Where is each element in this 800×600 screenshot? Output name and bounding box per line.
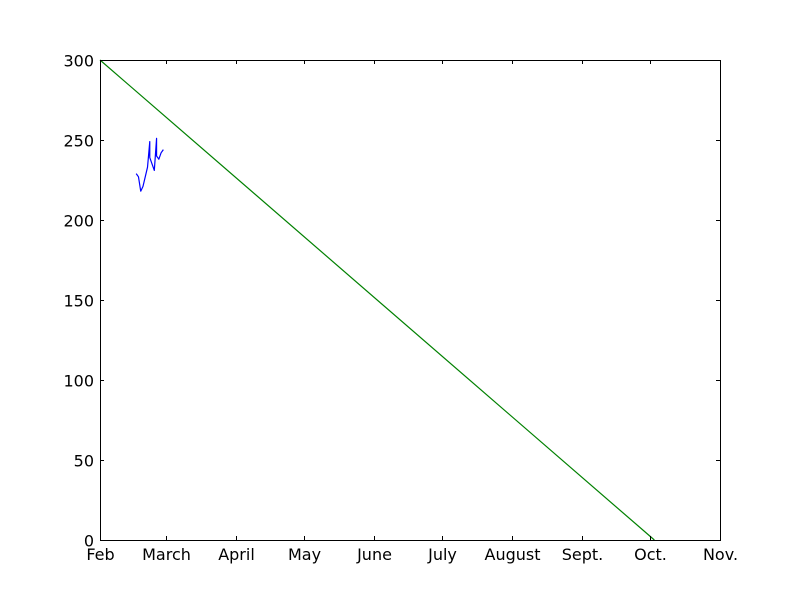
y-tick-label: 300 [63, 52, 94, 71]
x-tick-label: March [142, 545, 191, 564]
series-line-2 [99, 59, 655, 541]
y-tick-label: 100 [63, 372, 94, 391]
y-tick-label: 0 [84, 532, 94, 551]
series-layer [99, 59, 655, 541]
x-tick-label: Oct. [634, 545, 667, 564]
series-line-1 [135, 137, 164, 192]
x-tick-label: April [218, 545, 255, 564]
x-tick-label: June [356, 545, 392, 564]
plot-area-frame [100, 60, 721, 541]
x-tick-label: May [288, 545, 321, 564]
y-tick-label: 150 [63, 292, 94, 311]
y-tick-label: 50 [74, 452, 94, 471]
y-tick-label: 250 [63, 132, 94, 151]
x-tick-label: July [427, 545, 457, 564]
x-tick-label: Nov. [703, 545, 738, 564]
x-tick-label: Feb [86, 545, 114, 564]
y-tick-label: 200 [63, 212, 94, 231]
x-tick-label: August [485, 545, 541, 564]
x-tick-label: Sept. [562, 545, 604, 564]
label-layer: Feb March April May June July August Sept. Oct. N… [63, 52, 738, 565]
